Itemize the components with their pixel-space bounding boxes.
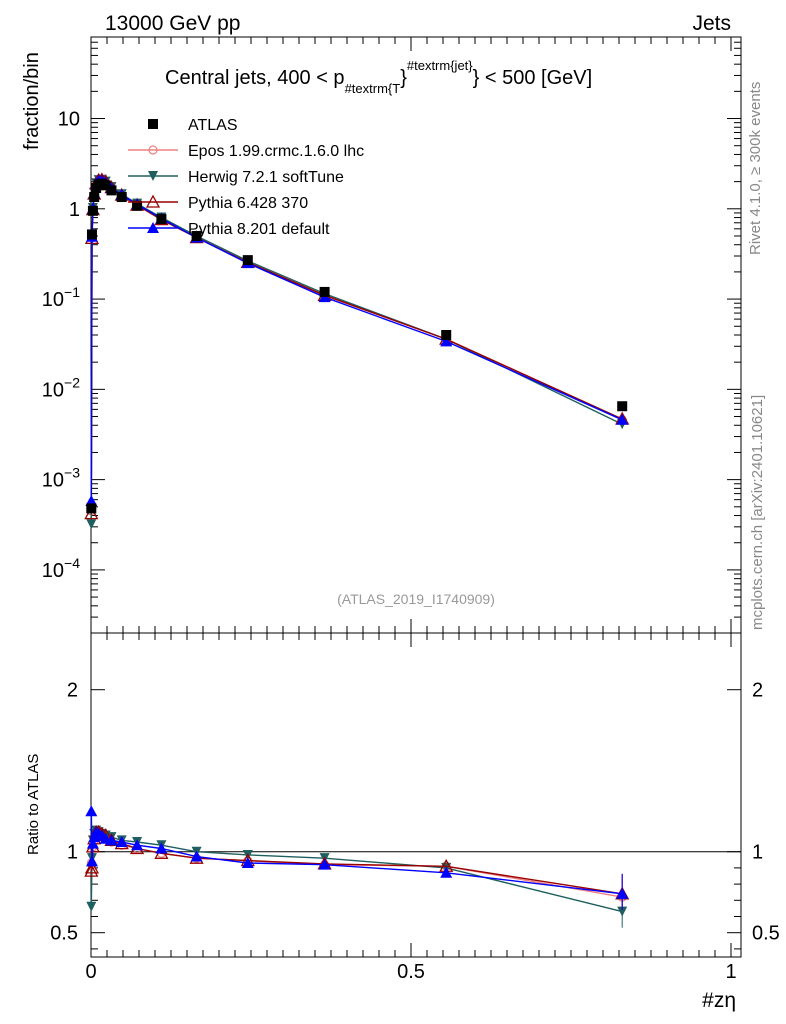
ratio-point: [131, 839, 144, 851]
title-brace: }: [400, 67, 407, 89]
ratio-point: [190, 850, 203, 862]
series-line: [90, 178, 623, 525]
ratio-point: [105, 834, 118, 846]
ratio-point: [241, 857, 254, 869]
title-prefix: Central jets, 400 < p: [165, 67, 345, 89]
x-tick-label: 0.5: [397, 961, 425, 983]
data-point: [100, 180, 111, 191]
ratio-point: [84, 860, 100, 874]
ratio-plot-frame: [90, 632, 742, 958]
y-tick-label: 10−2: [42, 374, 80, 401]
ratio-point: [318, 858, 331, 870]
data-point: [191, 230, 202, 241]
legend-marker: [148, 145, 158, 155]
data-point: [617, 401, 628, 412]
ratio-point: [85, 855, 98, 867]
ratio-point: [86, 837, 99, 849]
header-left: 13000 GeV pp: [105, 12, 240, 35]
ratio-tick-label: 0.5: [50, 923, 78, 945]
ratio-point: [86, 901, 97, 912]
data-point: [106, 185, 117, 196]
data-point: [86, 229, 97, 240]
header-right: Jets: [692, 12, 731, 35]
series-point: [440, 335, 453, 347]
ratio-tick-label: 2: [67, 680, 78, 702]
legend-label: ATLAS: [188, 117, 238, 134]
legend-marker: [148, 171, 158, 181]
legend-marker: [148, 119, 158, 129]
series-line: [90, 179, 623, 511]
data-point: [86, 503, 97, 514]
plot-title: Central jets, 400 < p#textrm{T}#textrm{j…: [165, 58, 592, 96]
ratio-series-line: [90, 829, 623, 913]
y-tick-label: 1: [69, 199, 80, 221]
data-point: [89, 192, 100, 203]
title-suffix: } < 500 [GeV]: [473, 67, 593, 89]
ratio-point: [440, 866, 453, 878]
y-tick-label: 10−4: [42, 555, 80, 582]
y-tick-label: 10−3: [42, 465, 80, 492]
series-line: [90, 178, 623, 514]
ratio-tick-label-right: 0.5: [752, 923, 780, 945]
legend-label: Epos 1.99.crmc.1.6.0 lhc: [188, 143, 364, 160]
ratio-axis-label: Ratio to ATLAS: [25, 754, 42, 855]
series-point: [86, 519, 97, 530]
series-point: [85, 494, 98, 506]
ratio-tick-label: 1: [67, 842, 78, 864]
mcplots-label: mcplots.cern.ch [arXiv:2401.10621]: [749, 395, 766, 630]
data-point: [156, 214, 167, 225]
ratio-point: [155, 842, 168, 854]
data-point: [116, 192, 127, 203]
data-point: [87, 205, 98, 216]
analysis-id: (ATLAS_2019_I1740909): [337, 591, 495, 607]
ratio-point: [115, 835, 128, 847]
x-axis-label: #zη: [702, 989, 736, 1012]
series-point: [616, 413, 629, 425]
x-tick-label: 1: [725, 961, 736, 983]
legend-label: Pythia 8.201 default: [188, 221, 330, 238]
legend-label: Herwig 7.2.1 softTune: [188, 169, 344, 186]
title-sub: #textrm{T: [345, 81, 401, 96]
ratio-point: [617, 906, 628, 917]
data-point: [132, 200, 143, 211]
legend-marker: [145, 194, 161, 208]
y-axis-label: fraction/bin: [21, 52, 43, 150]
ratio-tick-label-right: 1: [752, 842, 763, 864]
y-tick-label: 10: [58, 109, 80, 131]
ratio-point: [84, 863, 99, 877]
legend-label: Pythia 6.428 370: [188, 195, 308, 212]
x-tick-label: 0: [85, 961, 96, 983]
rivet-label: Rivet 4.1.0, ≥ 300k events: [747, 82, 764, 255]
ratio-point: [85, 805, 98, 817]
data-point: [242, 255, 253, 266]
data-point: [441, 330, 452, 340]
legend-marker: [147, 222, 159, 233]
title-sup: #textrm{jet}: [407, 58, 473, 73]
ratio-tick-label-right: 2: [752, 680, 763, 702]
y-tick-label: 10−1: [42, 284, 80, 311]
data-point: [319, 286, 330, 297]
ratio-point: [616, 887, 629, 899]
